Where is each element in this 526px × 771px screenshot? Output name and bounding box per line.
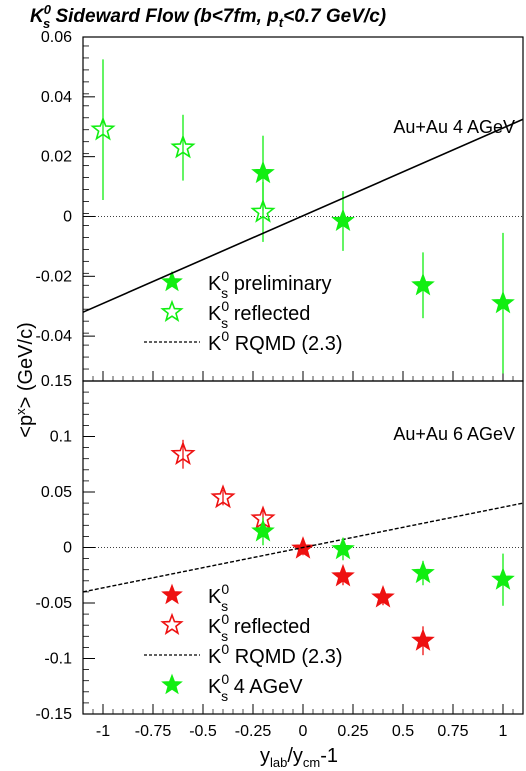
xtick-label: 0 — [299, 723, 308, 740]
bottom-annotation: Au+Au 6 AGeV — [393, 424, 515, 444]
top-series-2-legend-label: K0 RQMD (2.3) — [208, 328, 342, 355]
bottom-series-1-point — [170, 440, 196, 466]
bottom-series-0-point — [371, 585, 395, 608]
top-ytick-label: 0.06 — [41, 29, 72, 46]
title-end: <0.7 GeV/c) — [283, 6, 386, 27]
top-ytick-label: -0.04 — [36, 328, 73, 345]
panel-top: 0.06 0.04 0.02 0 -0.02 -0.04 Au+Au 4 AGeV K0 s p… — [36, 29, 524, 382]
bottom-series-0-legend-label: K0 s — [208, 581, 229, 614]
xlabel-sub1: lab — [270, 755, 287, 770]
bottom-series-1-legend-label: K0 s reflected — [208, 611, 310, 644]
top-series-0-legend-swatch — [161, 270, 183, 292]
bottom-series-2-rqmd-line — [82, 502, 524, 593]
title-sub2: t — [279, 15, 284, 30]
top-series-1-legend-swatch — [160, 299, 184, 322]
top-plot-frame — [82, 36, 524, 382]
y-axis-label: <px> (GeV/c) — [13, 322, 37, 437]
x-axis-label: ylab/ycm-1 — [260, 745, 338, 770]
bottom-ytick-label: -0.1 — [44, 651, 72, 668]
top-ytick-label: 0 — [63, 208, 72, 225]
bottom-series-3-point — [411, 560, 435, 584]
chart-title: K0 s Sideward Flow (b<7fm, pt<0.7 GeV/c) — [30, 2, 386, 31]
bottom-series-3-point — [491, 567, 515, 590]
xlabel-sub2: cm — [303, 755, 320, 770]
top-series-1-legend-label: K0 s reflected — [208, 298, 310, 331]
bottom-series-0-point — [331, 563, 355, 587]
top-ytick-label: -0.02 — [36, 268, 73, 285]
bottom-ytick-label: 0.15 — [41, 373, 72, 390]
title-sub: s — [43, 16, 50, 31]
panel-bottom: 0.15 0.1 0.05 0 -0.05 -0.1 -0.15 -1 -0.75 -0.5 -0.… — [36, 373, 524, 740]
bottom-series-2-legend-label: K0 RQMD (2.3) — [208, 641, 342, 668]
top-series-0-point — [411, 272, 435, 296]
bottom-ytick-label: -0.05 — [36, 595, 73, 612]
bottom-series-1-legend-swatch — [160, 612, 184, 635]
ylabel-post: > (GeV/c) — [15, 322, 37, 408]
ylabel-sup: x — [13, 408, 28, 415]
xtick-label: 0.75 — [437, 723, 468, 740]
top-series-0-point — [251, 160, 275, 184]
xlabel-mid: /y — [287, 745, 303, 767]
xtick-label: -0.75 — [135, 723, 172, 740]
bottom-ytick-label: 0.1 — [50, 429, 72, 446]
bottom-series-3-legend-label: K0 s 4 AGeV — [208, 671, 303, 704]
title-main: Sideward Flow (b<7fm, p — [50, 6, 279, 27]
title-sup: 0 — [44, 2, 52, 17]
top-series-0-legend-label: K0 s preliminary — [208, 268, 332, 301]
bottom-ytick-label: 0 — [63, 540, 72, 557]
bottom-ytick-label: -0.15 — [36, 706, 73, 723]
top-ytick-label: 0.04 — [41, 89, 72, 106]
top-series-1-point — [170, 134, 196, 159]
xtick-label: 0.25 — [337, 723, 368, 740]
bottom-series-3-point — [251, 518, 275, 542]
xtick-label: 0.5 — [392, 723, 414, 740]
bottom-series-0-legend-swatch — [161, 583, 183, 605]
top-series-1-point — [250, 198, 276, 223]
top-series-0-point — [331, 208, 355, 232]
ylabel-pre: <p — [15, 415, 37, 438]
xtick-label: -0.5 — [189, 723, 217, 740]
top-series-0-point — [491, 290, 515, 314]
xtick-label: -0.25 — [235, 723, 272, 740]
title-k: K — [30, 6, 45, 27]
top-ytick-label: 0.02 — [41, 149, 72, 166]
xtick-label: -1 — [96, 723, 110, 740]
xlabel-post: -1 — [320, 745, 338, 767]
top-annotation: Au+Au 4 AGeV — [393, 117, 515, 137]
top-series-1-point — [90, 116, 116, 141]
bottom-series-1-point — [210, 484, 236, 509]
bottom-series-3-legend-swatch — [161, 673, 183, 695]
bottom-series-3-point — [331, 536, 355, 560]
bottom-series-0-point — [411, 628, 435, 651]
xtick-label: 1 — [499, 723, 508, 740]
top-series-2-rqmd-line — [82, 118, 524, 313]
bottom-ytick-label: 0.05 — [41, 484, 72, 501]
xlabel-pre: y — [260, 745, 270, 767]
